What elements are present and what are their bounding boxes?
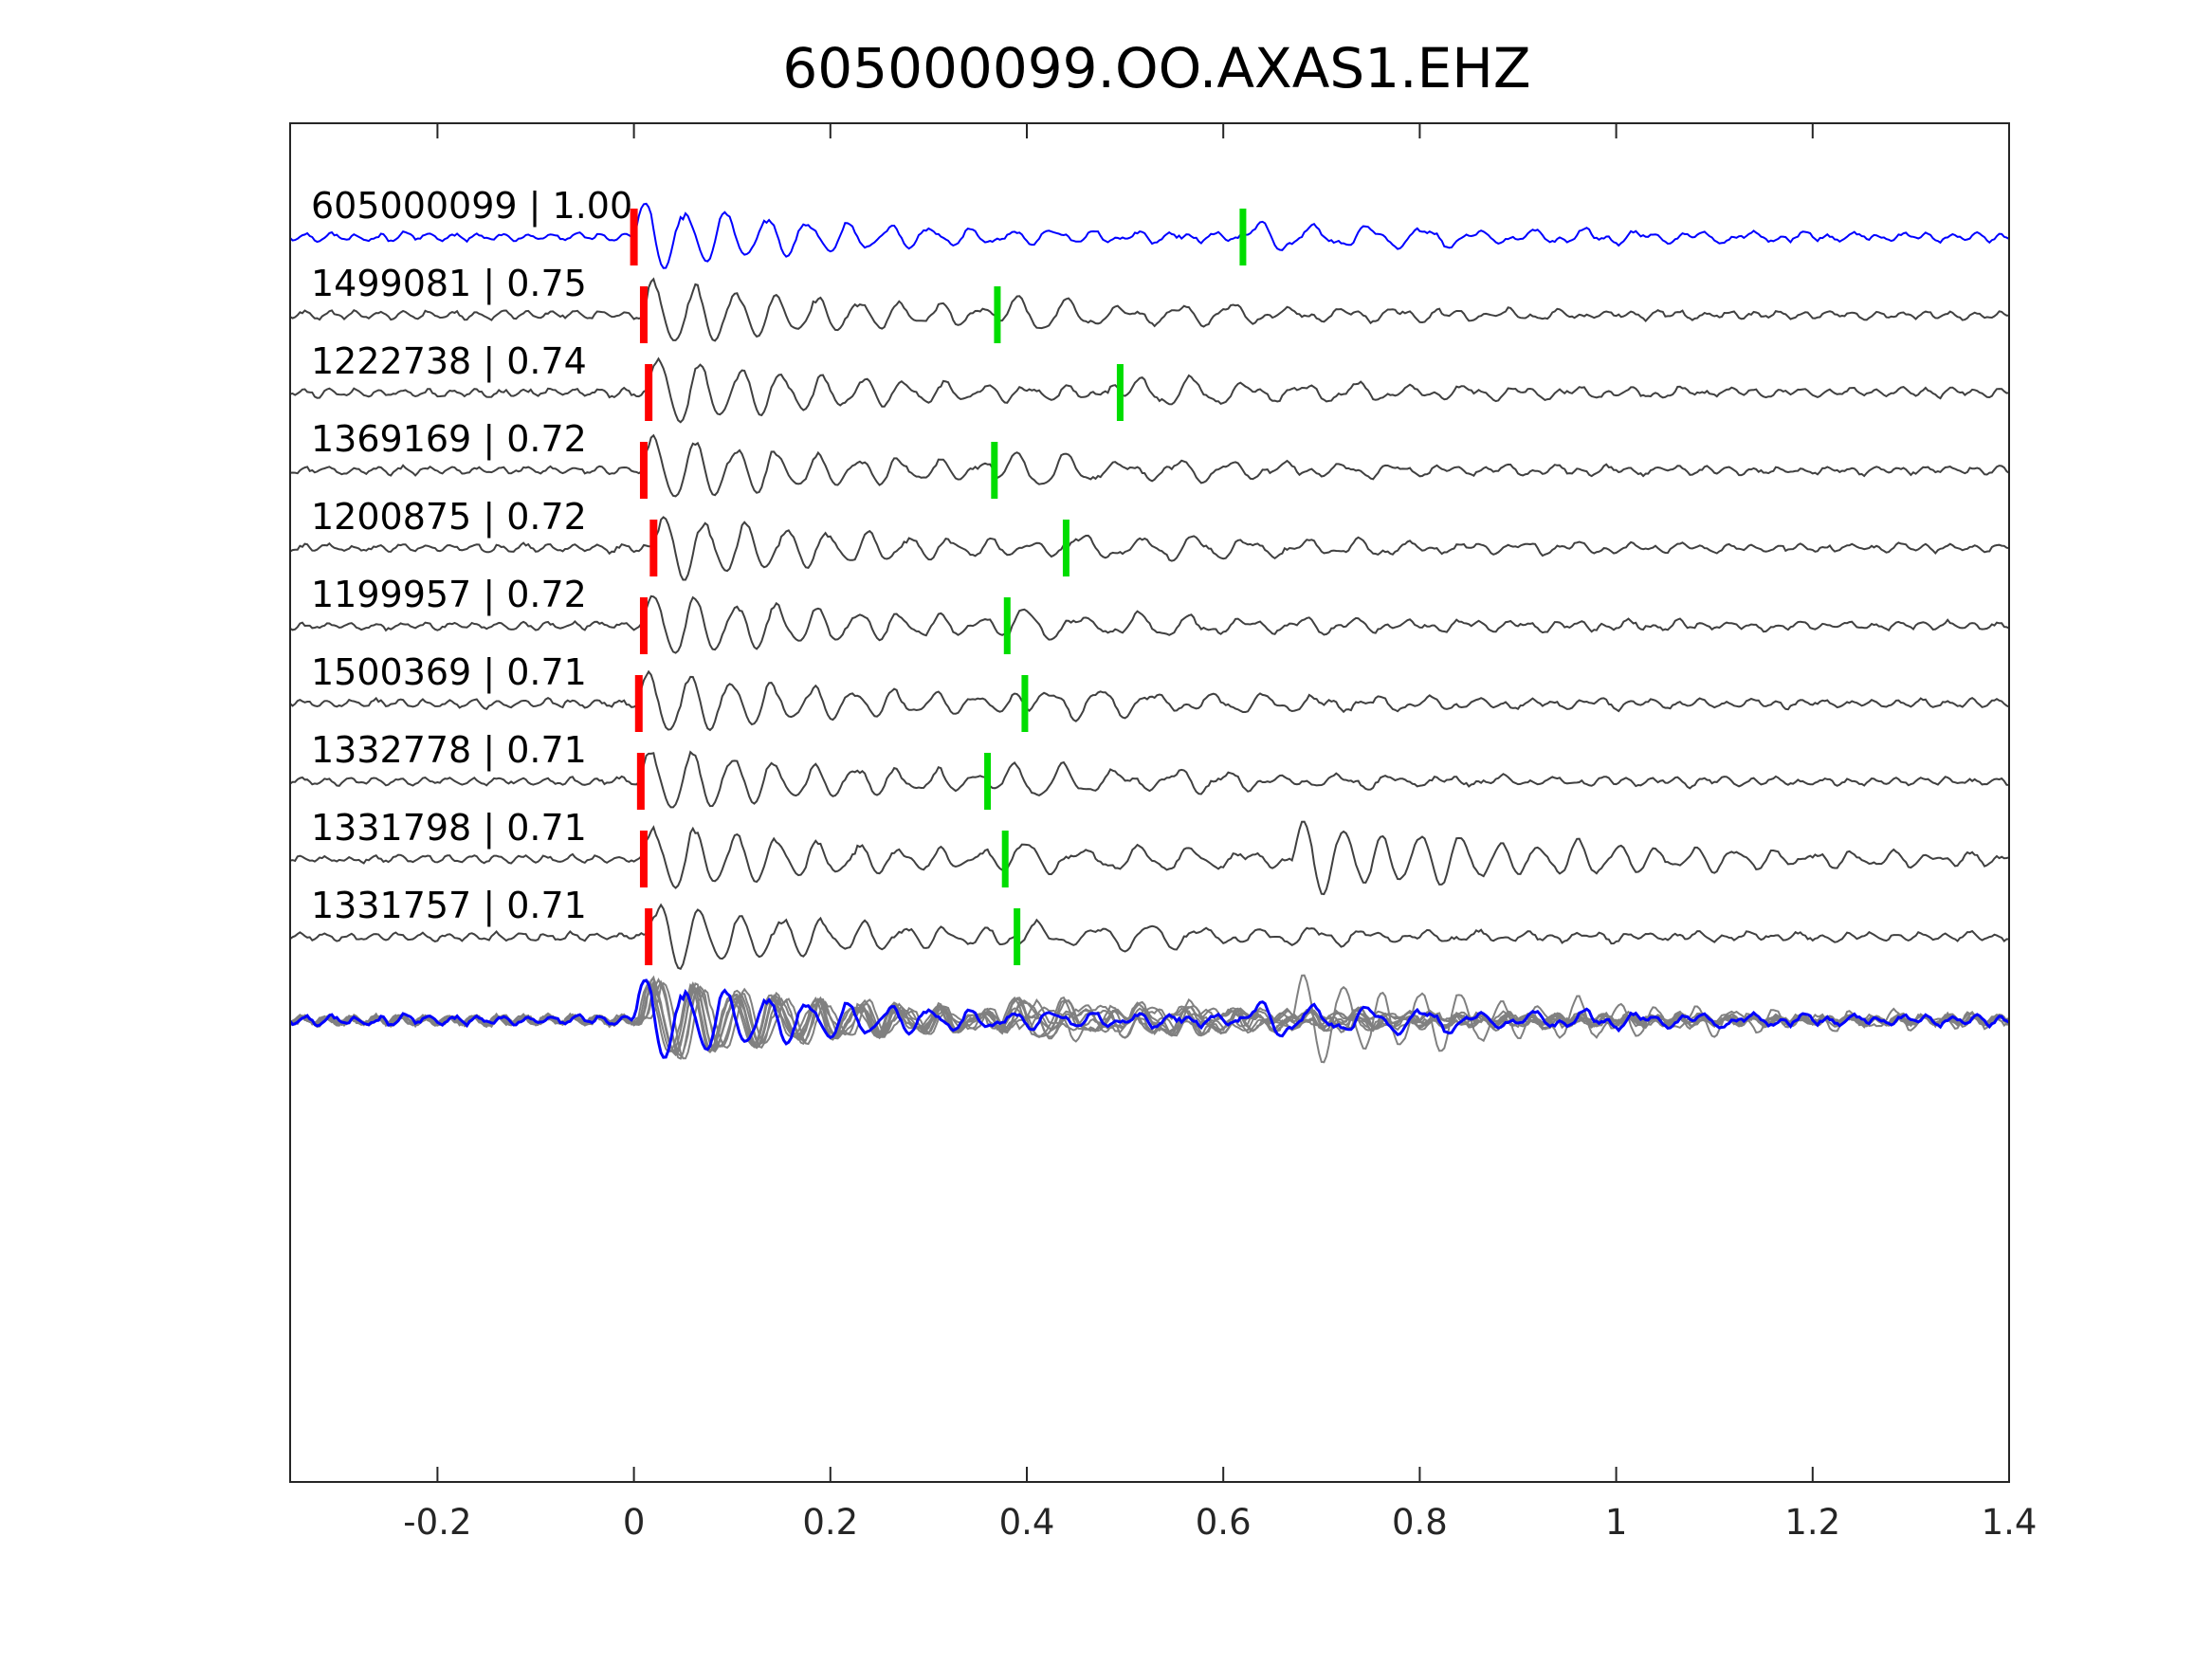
x-tick-label: 0.4	[999, 1502, 1055, 1543]
x-tick-label: 1	[1605, 1502, 1628, 1543]
trace-label-1200875: 1200875 | 0.72	[311, 496, 587, 539]
trace-waveform-605000099	[289, 202, 2010, 269]
trace-waveform-1331798	[289, 820, 2010, 896]
trace-waveform-1222738	[289, 357, 2010, 424]
trace-label-1222738: 1222738 | 0.74	[311, 340, 587, 383]
x-tick-label: 0.8	[1392, 1502, 1448, 1543]
overlay-waveform-7	[289, 974, 2010, 1064]
trace-label-1199957: 1199957 | 0.72	[311, 574, 587, 616]
picks-layer	[630, 209, 1247, 965]
trace-label-1331757: 1331757 | 0.71	[311, 885, 587, 927]
traces-layer	[288, 202, 2010, 1064]
trace-label-1332778: 1332778 | 0.71	[311, 729, 587, 772]
x-tick-label: -0.2	[403, 1502, 471, 1543]
x-tick-label: 1.2	[1784, 1502, 1840, 1543]
plot-frame	[289, 122, 2010, 1483]
overlay-waveform-8	[289, 979, 2009, 1060]
trace-waveform-1332778	[289, 750, 2010, 809]
trace-waveform-1500369	[289, 669, 2010, 732]
x-axis: -0.2 0 0.2 0.4 0.6 0.8 1 1.2 1.4	[403, 123, 2037, 1543]
trace-label-605000099: 605000099 | 1.00	[311, 185, 632, 228]
trace-waveform-1369169	[289, 433, 2010, 498]
x-tick-label: 0.2	[802, 1502, 858, 1543]
chart-title: 605000099.OO.AXAS1.EHZ	[782, 36, 1530, 101]
trace-label-1499081: 1499081 | 0.75	[311, 263, 587, 305]
trace-label-1331798: 1331798 | 0.71	[311, 807, 587, 850]
trace-waveform-1331757	[289, 903, 2009, 971]
x-tick-label: 0	[623, 1502, 646, 1543]
x-tick-label: 1.4	[1982, 1502, 2038, 1543]
trace-waveform-1199957	[289, 594, 2010, 654]
trace-label-1369169: 1369169 | 0.72	[311, 418, 587, 461]
overlay-waveform-9	[288, 978, 2010, 1059]
x-tick-label: 0.6	[1196, 1502, 1252, 1543]
trace-label-1500369: 1500369 | 0.71	[311, 651, 587, 694]
trace-waveform-1499081	[289, 277, 2009, 342]
trace-waveform-1200875	[289, 516, 2010, 581]
trace-labels-layer: 605000099 | 1.00 1499081 | 0.75 1222738 | …	[311, 185, 632, 927]
